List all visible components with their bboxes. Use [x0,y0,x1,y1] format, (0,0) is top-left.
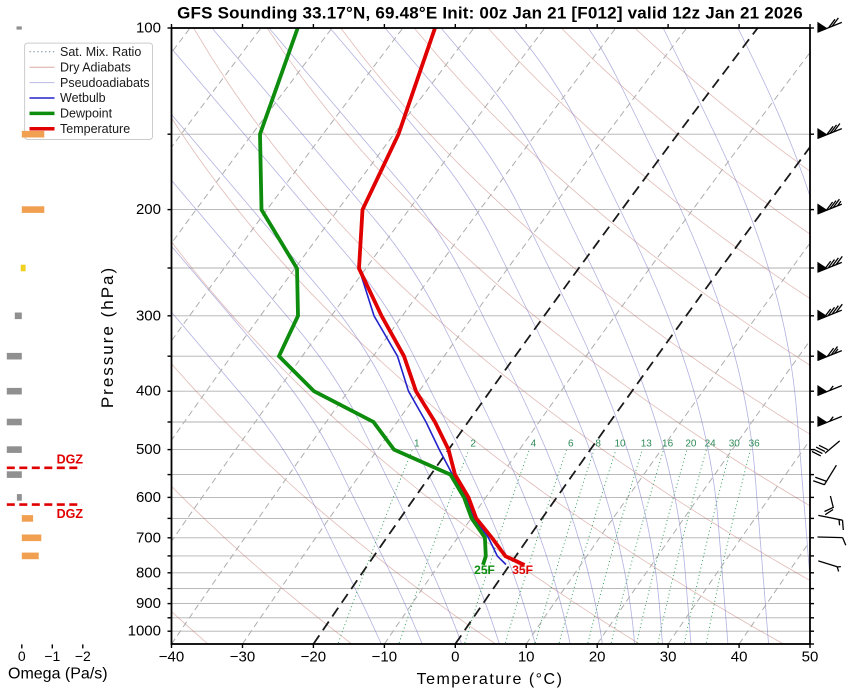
svg-text:0: 0 [18,648,26,664]
svg-text:GFS Sounding 33.17°N, 69.48°E: GFS Sounding 33.17°N, 69.48°E Init: 00z … [177,3,803,22]
svg-text:−10: −10 [372,649,397,666]
svg-text:16: 16 [662,439,674,450]
svg-text:DGZ: DGZ [57,507,84,521]
svg-text:20: 20 [685,439,697,450]
svg-text:2: 2 [470,439,476,450]
svg-text:−40: −40 [159,649,184,666]
svg-text:−1: −1 [44,648,60,664]
svg-text:Sat. Mix. Ratio: Sat. Mix. Ratio [60,45,141,59]
svg-text:36: 36 [749,439,761,450]
svg-text:900: 900 [136,595,161,612]
svg-text:6: 6 [568,439,574,450]
svg-text:0: 0 [451,649,459,666]
svg-text:Omega (Pa/s): Omega (Pa/s) [8,666,108,683]
svg-text:Wetbulb: Wetbulb [60,91,106,105]
svg-text:400: 400 [136,383,161,400]
svg-text:Pseudoadiabats: Pseudoadiabats [60,76,150,90]
svg-text:10: 10 [614,439,626,450]
svg-text:30: 30 [660,649,677,666]
svg-text:800: 800 [136,564,161,581]
svg-text:35F: 35F [512,563,533,577]
svg-text:500: 500 [136,441,161,458]
svg-text:200: 200 [136,201,161,218]
svg-text:13: 13 [641,439,653,450]
svg-text:25F: 25F [474,563,495,577]
svg-text:−2: −2 [75,648,91,664]
svg-text:4: 4 [531,439,537,450]
svg-text:DGZ: DGZ [57,452,84,466]
svg-text:40: 40 [731,649,748,666]
svg-text:300: 300 [136,307,161,324]
svg-text:Temperature (°C): Temperature (°C) [417,671,564,688]
svg-text:700: 700 [136,529,161,546]
svg-text:1: 1 [414,439,420,450]
svg-text:Temperature: Temperature [60,122,130,136]
svg-text:−20: −20 [301,649,326,666]
svg-text:1000: 1000 [128,623,161,640]
svg-text:Dewpoint: Dewpoint [60,107,113,121]
svg-text:8: 8 [595,439,601,450]
svg-text:30: 30 [729,439,741,450]
svg-text:Dry Adiabats: Dry Adiabats [60,60,131,74]
svg-text:50: 50 [802,649,819,666]
svg-text:24: 24 [705,439,717,450]
svg-text:Pressure (hPa): Pressure (hPa) [98,266,117,408]
svg-text:−30: −30 [230,649,255,666]
svg-text:600: 600 [136,489,161,506]
svg-text:20: 20 [589,649,606,666]
svg-text:100: 100 [136,20,161,37]
svg-text:10: 10 [518,649,535,666]
